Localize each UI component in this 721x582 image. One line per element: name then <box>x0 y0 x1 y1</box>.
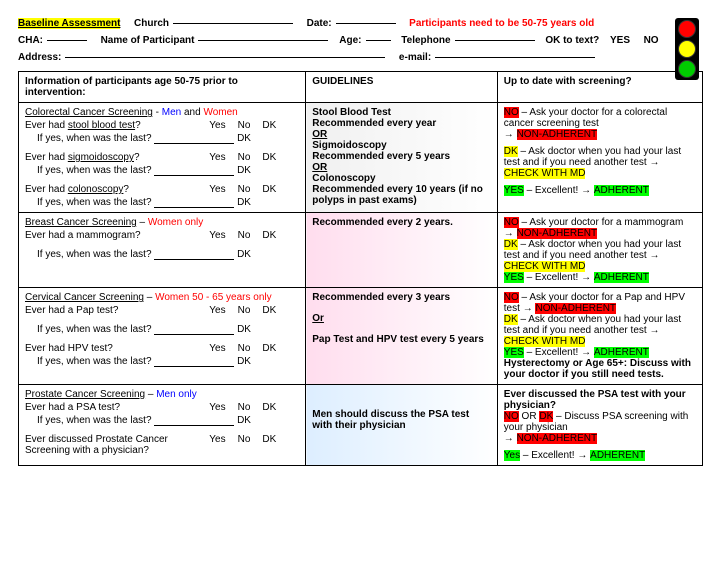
screening-table: Information of participants age 50-75 pr… <box>18 71 703 466</box>
table-head-info: Information of participants age 50-75 pr… <box>19 72 306 103</box>
address-input[interactable] <box>65 57 385 58</box>
name-label: Name of Participant <box>101 35 195 46</box>
cha-input[interactable] <box>47 40 87 41</box>
date-input[interactable] <box>336 23 396 24</box>
phone-input[interactable] <box>455 40 535 41</box>
traffic-light-icon <box>675 18 699 80</box>
cha-label: CHA: <box>18 35 43 46</box>
church-label: Church <box>134 18 169 29</box>
date-label: Date: <box>307 18 332 29</box>
email-label: e-mail: <box>399 52 431 63</box>
address-label: Address: <box>18 52 61 63</box>
colorectal-women: Women <box>203 107 237 118</box>
page-title: Baseline Assessment <box>18 18 120 29</box>
text-yes[interactable]: YES <box>610 35 630 46</box>
age-warning: Participants need to be 50-75 years old <box>409 18 594 29</box>
table-head-status: Up to date with screening? <box>497 72 702 103</box>
text-no[interactable]: NO <box>644 35 659 46</box>
colorectal-title: Colorectal Cancer Screening <box>25 107 153 118</box>
email-input[interactable] <box>435 57 595 58</box>
colorectal-men: Men <box>162 107 181 118</box>
name-input[interactable] <box>198 40 328 41</box>
text-label: OK to text? <box>545 35 599 46</box>
age-input[interactable] <box>366 40 391 41</box>
table-head-guidelines: GUIDELINES <box>306 72 498 103</box>
age-label: Age: <box>339 35 361 46</box>
church-input[interactable] <box>173 23 293 24</box>
phone-label: Telephone <box>401 35 450 46</box>
